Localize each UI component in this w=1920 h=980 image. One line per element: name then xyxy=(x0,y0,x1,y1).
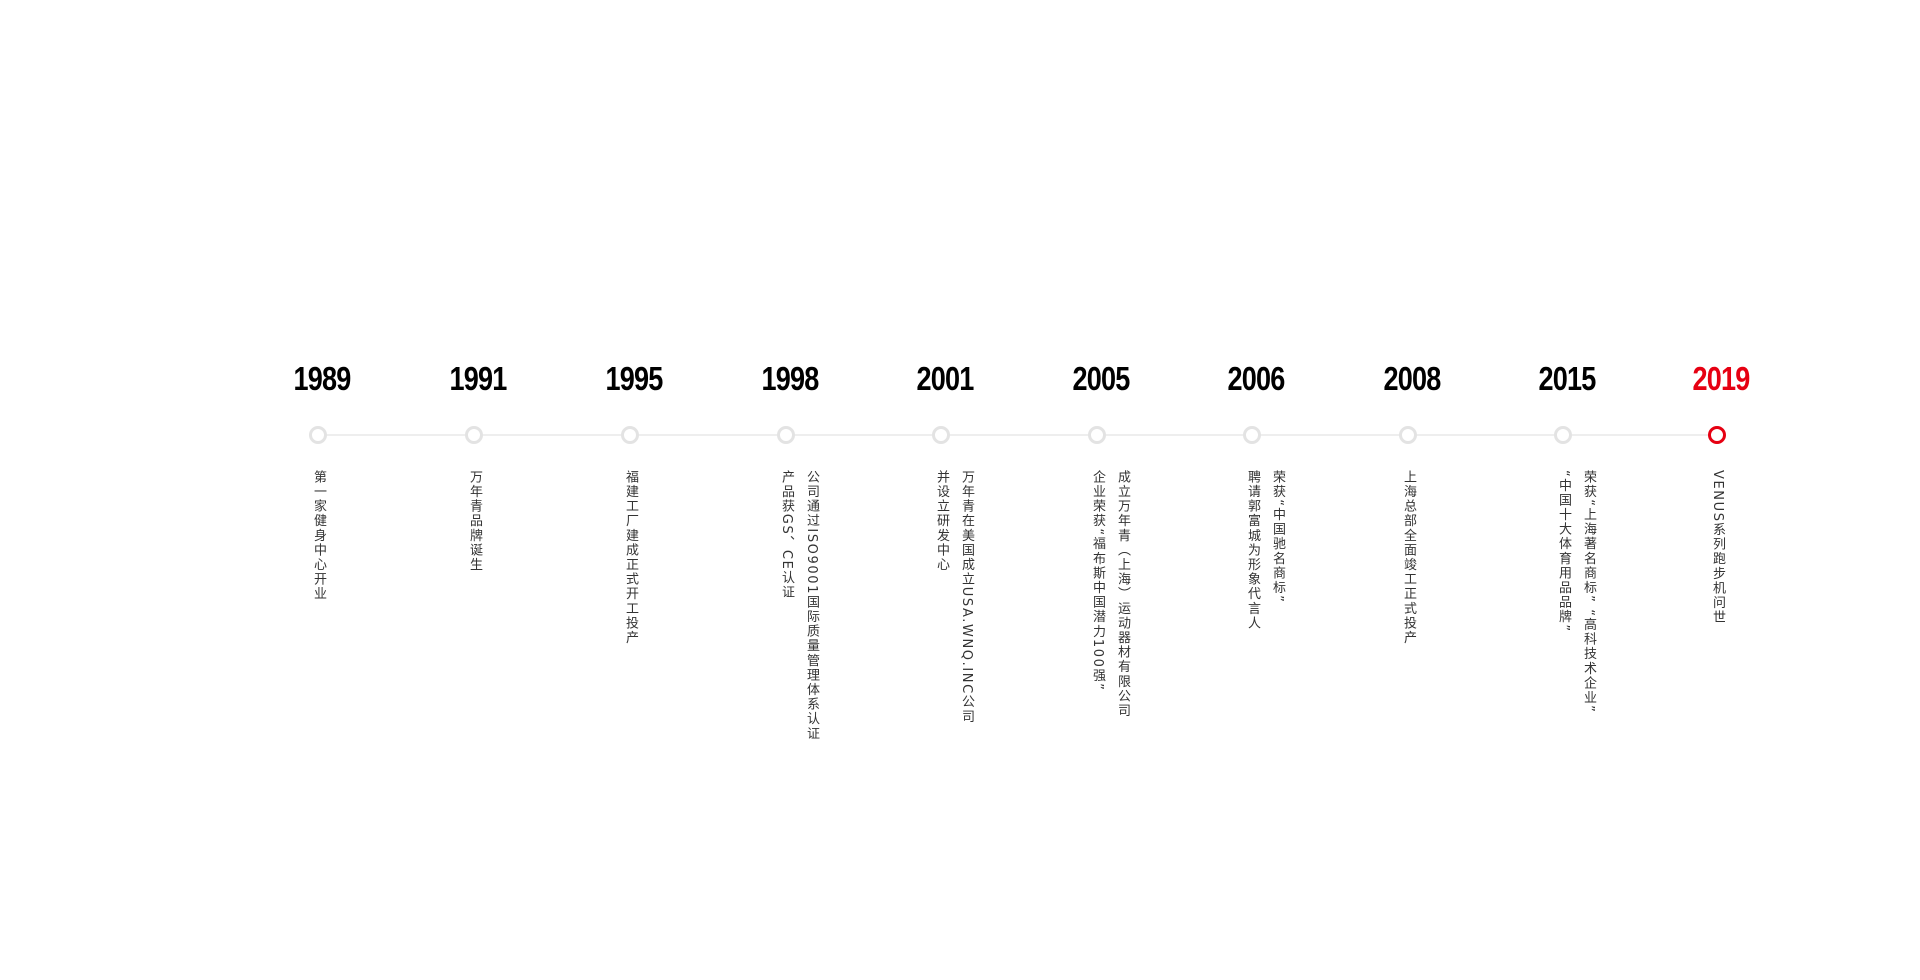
timeline-dot[interactable] xyxy=(777,426,795,444)
timeline-description: 第一家健身中心开业 xyxy=(311,470,326,602)
timeline-dot[interactable] xyxy=(1708,426,1726,444)
timeline-description: 福建工厂建成正式开工投产 xyxy=(623,470,638,646)
timeline-description: 上海总部全面竣工正式投产 xyxy=(1401,470,1416,646)
timeline-description: 荣获“中国驰名商标” 聘请郭富城为形象代言人 xyxy=(1245,470,1285,631)
timeline-line xyxy=(317,434,1717,436)
timeline-year[interactable]: 1998 xyxy=(761,360,820,397)
timeline-year[interactable]: 1995 xyxy=(605,360,664,397)
timeline-year[interactable]: 2008 xyxy=(1383,360,1442,397)
timeline-dot[interactable] xyxy=(1243,426,1261,444)
timeline-dot[interactable] xyxy=(465,426,483,444)
timeline-year[interactable]: 2019 xyxy=(1692,360,1751,397)
timeline-description: 成立万年青（上海）运动器材有限公司 企业荣获“福布斯中国潜力100强” xyxy=(1090,470,1130,719)
timeline-year[interactable]: 2005 xyxy=(1072,360,1131,397)
timeline-description: 荣获“上海著名商标” “高科技术企业” “中国十大体育用品品牌” xyxy=(1556,470,1596,714)
timeline-description: 万年青在美国成立USA.WNQ.INC公司 并设立研发中心 xyxy=(934,470,974,724)
timeline-description: 公司通过ISO9001国际质量管理体系认证 产品获GS、CE认证 xyxy=(779,470,819,742)
timeline-year[interactable]: 2006 xyxy=(1227,360,1286,397)
timeline-dot[interactable] xyxy=(1554,426,1572,444)
timeline-year[interactable]: 1989 xyxy=(293,360,352,397)
timeline-dot[interactable] xyxy=(932,426,950,444)
timeline-year[interactable]: 2001 xyxy=(916,360,975,397)
timeline-dot[interactable] xyxy=(1088,426,1106,444)
timeline-dot[interactable] xyxy=(309,426,327,444)
timeline-year[interactable]: 2015 xyxy=(1538,360,1597,397)
timeline-dot[interactable] xyxy=(621,426,639,444)
timeline-dot[interactable] xyxy=(1399,426,1417,444)
timeline-year[interactable]: 1991 xyxy=(449,360,508,397)
timeline-description: 万年青品牌诞生 xyxy=(467,470,482,573)
timeline-description: VENUS系列跑步机问世 xyxy=(1710,470,1725,625)
